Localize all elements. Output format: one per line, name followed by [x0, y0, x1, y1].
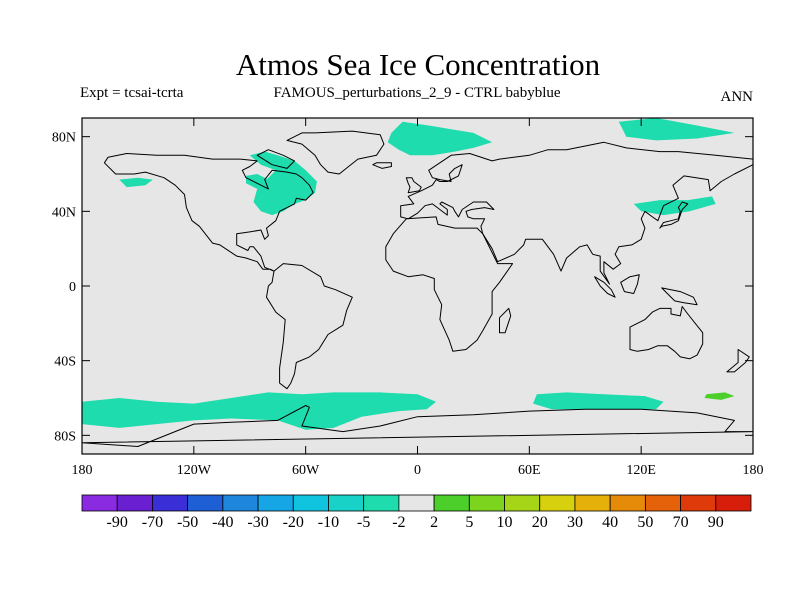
lon-tick-label: 60W: [292, 463, 320, 478]
coastline-sumatra: [594, 276, 616, 298]
lat-tick-label: 40N: [52, 205, 76, 220]
lon-tick-label: 0: [414, 463, 421, 478]
colorbar-label: -30: [247, 514, 268, 531]
coastline-madagascar: [499, 307, 512, 334]
colorbar-swatch: [257, 494, 294, 512]
colorbar-swatch: [187, 494, 224, 512]
lon-tick-label: 120E: [626, 463, 656, 478]
coastline-borneo: [620, 274, 640, 294]
colorbar-label: 50: [637, 514, 653, 531]
coastline-baffin: [256, 149, 295, 169]
colorbar-swatch: [644, 494, 681, 512]
coastline-north-america: [103, 153, 314, 272]
colorbar-swatch: [680, 494, 717, 512]
axis-ticks: 80N 40N 0 40S 80S 180 120W 60W 0 60E 120E 180: [52, 118, 764, 478]
colorbar-swatch: [609, 494, 646, 512]
colorbar-label: -20: [283, 514, 304, 531]
anomaly-region-southern-ocean-indian: [533, 392, 664, 410]
coastline-africa: [385, 216, 514, 352]
colorbar-label: -90: [107, 514, 128, 531]
colorbar-swatch: [504, 494, 541, 512]
lat-tick-label: 0: [69, 280, 76, 295]
colorbar-label: 70: [673, 514, 689, 531]
comparison-label: FAMOUS_perturbations_2_9 - CTRL babyblue: [273, 85, 560, 101]
colorbar-swatch: [398, 494, 435, 512]
colorbar-swatch: [433, 494, 470, 512]
colorbar-label: 90: [708, 514, 724, 531]
coastline-greenland: [286, 130, 385, 175]
coastline-new-guinea: [661, 287, 698, 306]
coastline-antarctica: [82, 405, 753, 447]
colorbar-swatch: [468, 494, 505, 512]
colorbar-label: 2: [430, 514, 438, 531]
coastline-australia: [629, 306, 704, 360]
anomaly-fill-layer: [82, 118, 735, 430]
lon-tick-label: 60E: [518, 463, 541, 478]
coastline-japan: [659, 201, 689, 229]
season-label: ANN: [721, 89, 754, 105]
coastline-south-america: [266, 263, 353, 390]
colorbar-swatch: [574, 494, 611, 512]
colorbar-label: -70: [142, 514, 163, 531]
coastline-great-britain: [405, 177, 422, 194]
anomaly-region-ross-sea-positive: [704, 392, 735, 400]
coastline-layer: [82, 130, 753, 447]
colorbar-swatch: [363, 494, 400, 512]
anomaly-region-southern-ocean-pacific: [82, 392, 437, 430]
colorbar-label: -2: [392, 514, 405, 531]
colorbar-label: 40: [602, 514, 618, 531]
coastline-new-zealand: [726, 349, 750, 373]
colorbar-swatch: [81, 494, 118, 512]
colorbar-label: 30: [567, 514, 583, 531]
anomaly-region-hudson-bay: [246, 174, 269, 189]
colorbar-swatch: [116, 494, 153, 512]
lon-tick-label: 180: [72, 463, 93, 478]
colorbar-swatch: [715, 494, 752, 512]
colorbar-swatch: [152, 494, 189, 512]
figure-title: Atmos Sea Ice Concentration: [236, 47, 601, 82]
colorbar-label: -5: [357, 514, 370, 531]
colorbar-label: 5: [465, 514, 473, 531]
colorbar-label: 10: [497, 514, 513, 531]
colorbar-label: 20: [532, 514, 548, 531]
colorbar-swatch: [222, 494, 259, 512]
colorbar: -90 -70 -50 -40 -30 -20 -10 -5 -2 2 5 10 20 30 40 50 70 9…: [81, 494, 752, 531]
colorbar-label: -50: [177, 514, 198, 531]
colorbar-swatch: [539, 494, 576, 512]
colorbar-swatch: [292, 494, 329, 512]
experiment-label: Expt = tcsai-tcrta: [80, 85, 184, 101]
anomaly-region-okhotsk-japan: [633, 196, 716, 216]
colorbar-label: -10: [318, 514, 339, 531]
lat-tick-label: 80S: [54, 429, 76, 444]
anomaly-region-east-siberian: [618, 118, 735, 141]
coastline-eurasia: [400, 141, 753, 285]
colorbar-label: -40: [212, 514, 233, 531]
lat-tick-label: 80N: [52, 131, 76, 146]
anomaly-region-north-pacific-gulf: [119, 177, 153, 188]
anomaly-region-greenland-sea: [387, 121, 493, 156]
colorbar-swatch: [328, 494, 365, 512]
lon-tick-label: 180: [743, 463, 764, 478]
lat-tick-label: 40S: [54, 355, 76, 370]
lon-tick-label: 120W: [177, 463, 212, 478]
coastline-iceland: [372, 162, 392, 169]
